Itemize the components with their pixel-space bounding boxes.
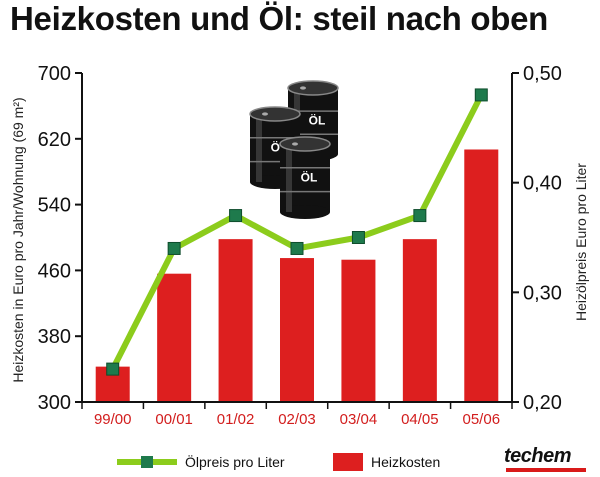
y-tick-label-right: 0,20 [523, 392, 562, 414]
y-tick-label-left: 380 [38, 326, 71, 348]
x-tick-label: 00/01 [155, 411, 193, 428]
point-oelpreis [168, 242, 180, 254]
barrel-top [280, 137, 330, 151]
y-tick-label-right: 0,40 [523, 173, 562, 195]
barrel-cap [300, 86, 306, 89]
oil-barrel: ÖL [280, 137, 330, 219]
barrel-label: ÖL [301, 169, 318, 184]
y-tick-label-left: 300 [38, 392, 71, 414]
barrel-shine [286, 148, 292, 212]
x-tick-label: 04/05 [401, 411, 439, 428]
legend-swatch-bar [333, 453, 363, 471]
bar-heizkosten [341, 260, 375, 402]
legend-swatch-marker [141, 456, 153, 468]
x-tick-label: 01/02 [217, 411, 255, 428]
y-tick-label-right: 0,50 [523, 63, 562, 85]
bar-heizkosten [219, 239, 253, 402]
barrel-top [250, 107, 300, 121]
barrel-top [288, 81, 338, 95]
barrel-label: ÖL [309, 112, 326, 127]
y-tick-label-left: 460 [38, 260, 71, 282]
x-tick-label: 99/00 [94, 411, 132, 428]
barrel-cap [262, 112, 268, 115]
y-tick-label-left: 620 [38, 129, 71, 151]
point-oelpreis [475, 89, 487, 101]
x-tick-label: 02/03 [278, 411, 316, 428]
y-tick-label-left: 540 [38, 195, 71, 217]
point-oelpreis [414, 210, 426, 222]
point-oelpreis [230, 210, 242, 222]
y-tick-label-left: 700 [38, 63, 71, 85]
bar-heizkosten [280, 258, 314, 402]
legend-label-oelpreis: Ölpreis pro Liter [185, 453, 285, 470]
point-oelpreis [107, 363, 119, 375]
point-oelpreis [352, 232, 364, 244]
legend: Ölpreis pro Liter Heizkosten [117, 453, 440, 471]
point-oelpreis [291, 242, 303, 254]
techem-logo-underline [506, 468, 586, 472]
bar-heizkosten [403, 239, 437, 402]
x-tick-label: 03/04 [340, 411, 378, 428]
barrel-shine [256, 118, 262, 182]
legend-label-heizkosten: Heizkosten [371, 454, 440, 470]
barrel-cap [292, 142, 298, 145]
y-tick-label-right: 0,30 [523, 282, 562, 304]
bar-heizkosten [157, 274, 191, 402]
x-tick-label: 05/06 [463, 411, 501, 428]
techem-logo: techem [504, 445, 571, 468]
bar-heizkosten [464, 149, 498, 402]
